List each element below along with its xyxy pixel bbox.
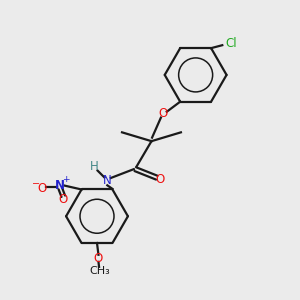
Text: Cl: Cl — [226, 37, 237, 50]
Text: O: O — [156, 173, 165, 186]
Text: CH₃: CH₃ — [89, 266, 110, 276]
Text: O: O — [94, 252, 103, 265]
Text: +: + — [62, 175, 69, 184]
Text: N: N — [55, 178, 65, 192]
Text: O: O — [159, 107, 168, 120]
Text: −: − — [32, 178, 40, 189]
Text: O: O — [38, 182, 47, 194]
Text: N: N — [103, 174, 112, 188]
Text: O: O — [59, 193, 68, 206]
Text: H: H — [90, 160, 98, 173]
